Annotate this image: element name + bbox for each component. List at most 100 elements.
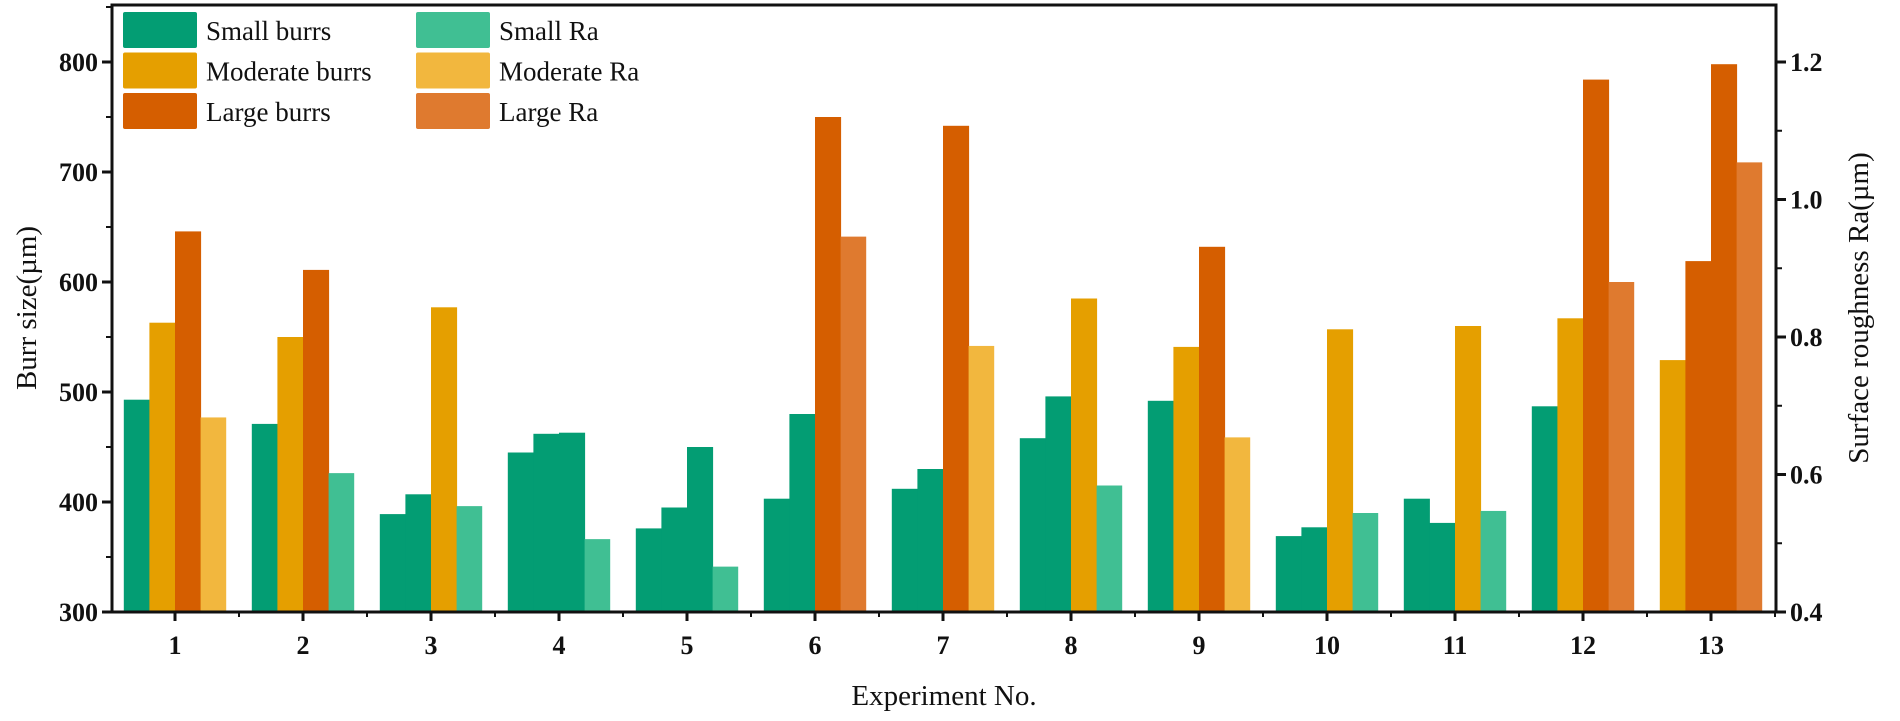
x-tick-label: 4	[553, 631, 566, 660]
bar-large-ra	[840, 236, 867, 612]
y-axis-title: Burr size(µm)	[11, 226, 43, 390]
legend: Small burrs Moderate burrs Large burrs Smal…	[123, 12, 639, 129]
bar-small-burrs	[1147, 400, 1174, 612]
bar-moderate-burrs	[1659, 360, 1686, 612]
bar-small-burrs	[1531, 406, 1558, 612]
bar-small-ra	[328, 473, 355, 612]
y-tick-label: 800	[59, 48, 98, 77]
experiment-group-4	[507, 432, 611, 612]
x-tick-label: 9	[1193, 631, 1206, 660]
bar-small-burrs	[1019, 438, 1046, 612]
legend-swatch	[123, 12, 197, 48]
bar-small-burrs	[1429, 522, 1456, 612]
experiment-group-1	[123, 231, 227, 612]
experiment-group-10	[1275, 329, 1379, 612]
bar-small-burrs	[507, 452, 534, 612]
bar-large-burrs	[303, 269, 330, 612]
bar-small-burrs	[1403, 498, 1430, 612]
legend-item-moderate-ra: Moderate Ra	[416, 52, 639, 89]
bar-small-burrs	[1275, 536, 1302, 612]
x-tick-label: 1	[169, 631, 182, 660]
bar-small-burrs	[379, 514, 406, 612]
legend-item-large-ra: Large Ra	[416, 93, 598, 129]
experiment-group-7	[891, 125, 995, 613]
x-tick-label: 3	[425, 631, 438, 660]
x-tick-label: 11	[1443, 631, 1468, 660]
legend-item-large-burrs: Large burrs	[123, 93, 331, 129]
bar-small-burrs	[1301, 527, 1328, 612]
bar-moderate-burrs	[1557, 318, 1584, 612]
legend-label: Large Ra	[499, 97, 598, 127]
experiment-group-13	[1659, 64, 1763, 612]
bar-small-burrs	[123, 399, 150, 612]
bar-small-burrs	[789, 414, 816, 612]
y-tick-label: 300	[59, 598, 98, 627]
legend-swatch	[123, 93, 197, 129]
legend-label: Moderate Ra	[499, 57, 639, 87]
bar-large-ra	[1608, 282, 1635, 612]
bar-small-burrs	[1045, 396, 1072, 612]
experiment-group-9	[1147, 246, 1251, 613]
bar-large-burrs	[1199, 246, 1226, 613]
bar-moderate-burrs	[149, 322, 176, 612]
bar-small-burrs	[687, 447, 714, 612]
y2-axis-title: Surface roughness Ra(µm)	[1843, 152, 1875, 463]
bar-large-burrs	[175, 231, 202, 612]
legend-label: Moderate burrs	[206, 57, 372, 87]
experiment-group-8	[1019, 298, 1123, 612]
legend-swatch	[416, 12, 490, 48]
bar-small-burrs	[559, 432, 586, 612]
bar-moderate-ra	[200, 417, 227, 612]
bar-moderate-burrs	[431, 307, 458, 612]
bar-large-burrs	[1583, 79, 1610, 613]
bar-large-burrs	[943, 125, 970, 613]
bar-small-ra	[1480, 510, 1507, 612]
bar-small-ra	[456, 506, 483, 612]
experiment-group-5	[635, 447, 739, 612]
y-tick-label: 700	[59, 158, 98, 187]
bar-small-burrs	[917, 469, 944, 612]
bar-moderate-burrs	[1071, 298, 1098, 612]
experiment-group-11	[1403, 326, 1507, 612]
bar-moderate-burrs	[1173, 346, 1200, 612]
legend-item-small-ra: Small Ra	[416, 12, 599, 48]
x-tick-label: 8	[1065, 631, 1078, 660]
bar-small-burrs	[661, 507, 688, 612]
x-tick-label: 2	[297, 631, 310, 660]
experiment-group-2	[251, 269, 355, 612]
legend-label: Large burrs	[206, 97, 331, 127]
bar-moderate-ra	[968, 345, 995, 612]
bar-small-burrs	[763, 498, 790, 612]
y2-tick-label: 0.6	[1790, 461, 1823, 490]
bar-moderate-burrs	[1455, 326, 1482, 612]
bar-small-burrs	[635, 528, 662, 612]
legend-swatch	[416, 93, 490, 129]
bar-moderate-burrs	[277, 337, 304, 612]
legend-item-small-burrs: Small burrs	[123, 12, 331, 48]
legend-label: Small Ra	[499, 16, 599, 46]
y-tick-label: 500	[59, 378, 98, 407]
x-axis-title: Experiment No.	[851, 680, 1036, 712]
bar-large-ra	[1736, 162, 1763, 612]
bar-small-burrs	[891, 488, 918, 612]
y2-tick-label: 1.0	[1790, 186, 1823, 215]
legend-swatch	[123, 52, 197, 89]
y-tick-label: 400	[59, 488, 98, 517]
bars	[123, 64, 1763, 613]
bar-large-burrs	[1711, 64, 1738, 612]
bar-small-ra	[1096, 485, 1123, 612]
bar-small-burrs	[533, 433, 560, 612]
x-tick-label: 13	[1698, 631, 1724, 660]
legend-swatch	[416, 52, 490, 89]
x-tick-label: 6	[809, 631, 822, 660]
y2-tick-label: 0.8	[1790, 323, 1823, 352]
y2-tick-label: 0.4	[1790, 598, 1823, 627]
bar-moderate-burrs	[1327, 329, 1354, 612]
x-tick-label: 10	[1314, 631, 1340, 660]
experiment-group-6	[763, 117, 867, 612]
x-tick-label: 12	[1570, 631, 1596, 660]
x-tick-label: 5	[681, 631, 694, 660]
experiment-group-3	[379, 307, 483, 612]
bar-large-burrs	[815, 117, 842, 612]
